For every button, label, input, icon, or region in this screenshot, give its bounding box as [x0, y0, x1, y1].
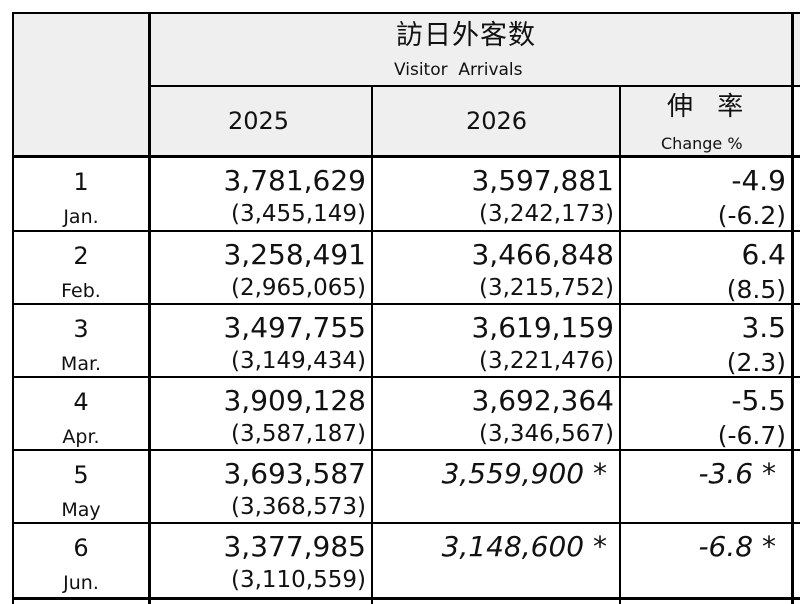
header-2026-cell — [372, 86, 620, 157]
rule-top — [12, 12, 800, 14]
month-label: Mar. — [60, 353, 102, 375]
month-label: Apr. — [62, 426, 100, 448]
value-2026: 3,692,364 — [471, 384, 614, 417]
month-label: Jun. — [63, 572, 99, 594]
prev-2025: (3,368,573) — [230, 494, 366, 520]
rule-2025-right — [371, 86, 373, 604]
month-number: 4 — [73, 388, 89, 416]
rule-row-1 — [12, 230, 800, 232]
month-number: 2 — [73, 242, 89, 270]
header-title-en: Visitor Arrivals — [394, 60, 523, 80]
month-label: Jan. — [63, 206, 99, 228]
value-2026: 3,466,848 — [471, 238, 614, 271]
header-title-jp: 訪日外客数 — [396, 20, 536, 51]
rule-row-3 — [12, 376, 800, 378]
header-change-en: Change % — [661, 134, 743, 153]
prev-2025: (2,965,065) — [230, 275, 366, 301]
value-2025: 3,693,587 — [223, 457, 366, 490]
rule-change-right — [791, 12, 794, 604]
prev-2026: (3,346,567) — [478, 421, 614, 447]
value-2025: 3,497,755 — [223, 311, 366, 344]
month-label: May — [61, 499, 101, 521]
header-title-cell — [150, 13, 800, 86]
value-2025: 3,258,491 — [223, 238, 366, 271]
header-corner — [12, 13, 150, 157]
value-2026: 3,148,600 * — [441, 530, 607, 563]
header-2025-cell — [150, 86, 372, 157]
value-2026: 3,619,159 — [471, 311, 614, 344]
change-pct: -4.9 — [731, 164, 786, 197]
prev-change-pct: (2.3) — [726, 348, 786, 377]
change-pct: 3.5 — [741, 311, 786, 344]
change-pct: -5.5 — [731, 384, 786, 417]
change-pct: 6.4 — [741, 238, 786, 271]
value-2025: 3,781,629 — [223, 164, 366, 197]
prev-2025: (3,110,559) — [230, 567, 366, 593]
value-2026: 3,597,881 — [471, 164, 614, 197]
prev-change-pct: (8.5) — [726, 275, 786, 304]
prev-2025: (3,149,434) — [230, 348, 366, 374]
rule-row-4 — [12, 449, 800, 451]
prev-2026: (3,215,752) — [478, 275, 614, 301]
prev-change-pct: (-6.2) — [717, 201, 786, 230]
value-2025: 3,377,985 — [223, 530, 366, 563]
prev-2026: (3,221,476) — [478, 348, 614, 374]
value-2025: 3,909,128 — [223, 384, 366, 417]
prev-2025: (3,587,187) — [230, 421, 366, 447]
value-2026: 3,559,900 * — [441, 457, 607, 490]
rule-row-5 — [12, 522, 800, 524]
prev-change-pct: (-6.7) — [717, 421, 786, 450]
rule-header-bottom — [12, 155, 800, 158]
prev-2026: (3,242,173) — [478, 201, 614, 227]
header-change-cell — [620, 86, 792, 157]
month-number: 6 — [73, 534, 89, 562]
prev-2025: (3,455,149) — [230, 201, 366, 227]
header-2026: 2026 — [466, 107, 528, 135]
rule-title-bottom — [150, 85, 800, 87]
change-pct: -6.8 * — [698, 530, 776, 563]
header-change-jp: 伸 率 — [667, 92, 752, 122]
rule-left — [12, 12, 14, 604]
month-number: 3 — [73, 315, 89, 343]
change-pct: -3.6 * — [698, 457, 776, 490]
month-number: 1 — [73, 168, 89, 196]
rule-label-right — [148, 12, 151, 604]
header-2025: 2025 — [228, 107, 290, 135]
rule-row-2 — [12, 303, 800, 305]
rule-row-6 — [12, 597, 800, 600]
month-number: 5 — [73, 461, 89, 489]
rule-2026-right — [619, 86, 621, 604]
month-label: Feb. — [61, 280, 101, 302]
